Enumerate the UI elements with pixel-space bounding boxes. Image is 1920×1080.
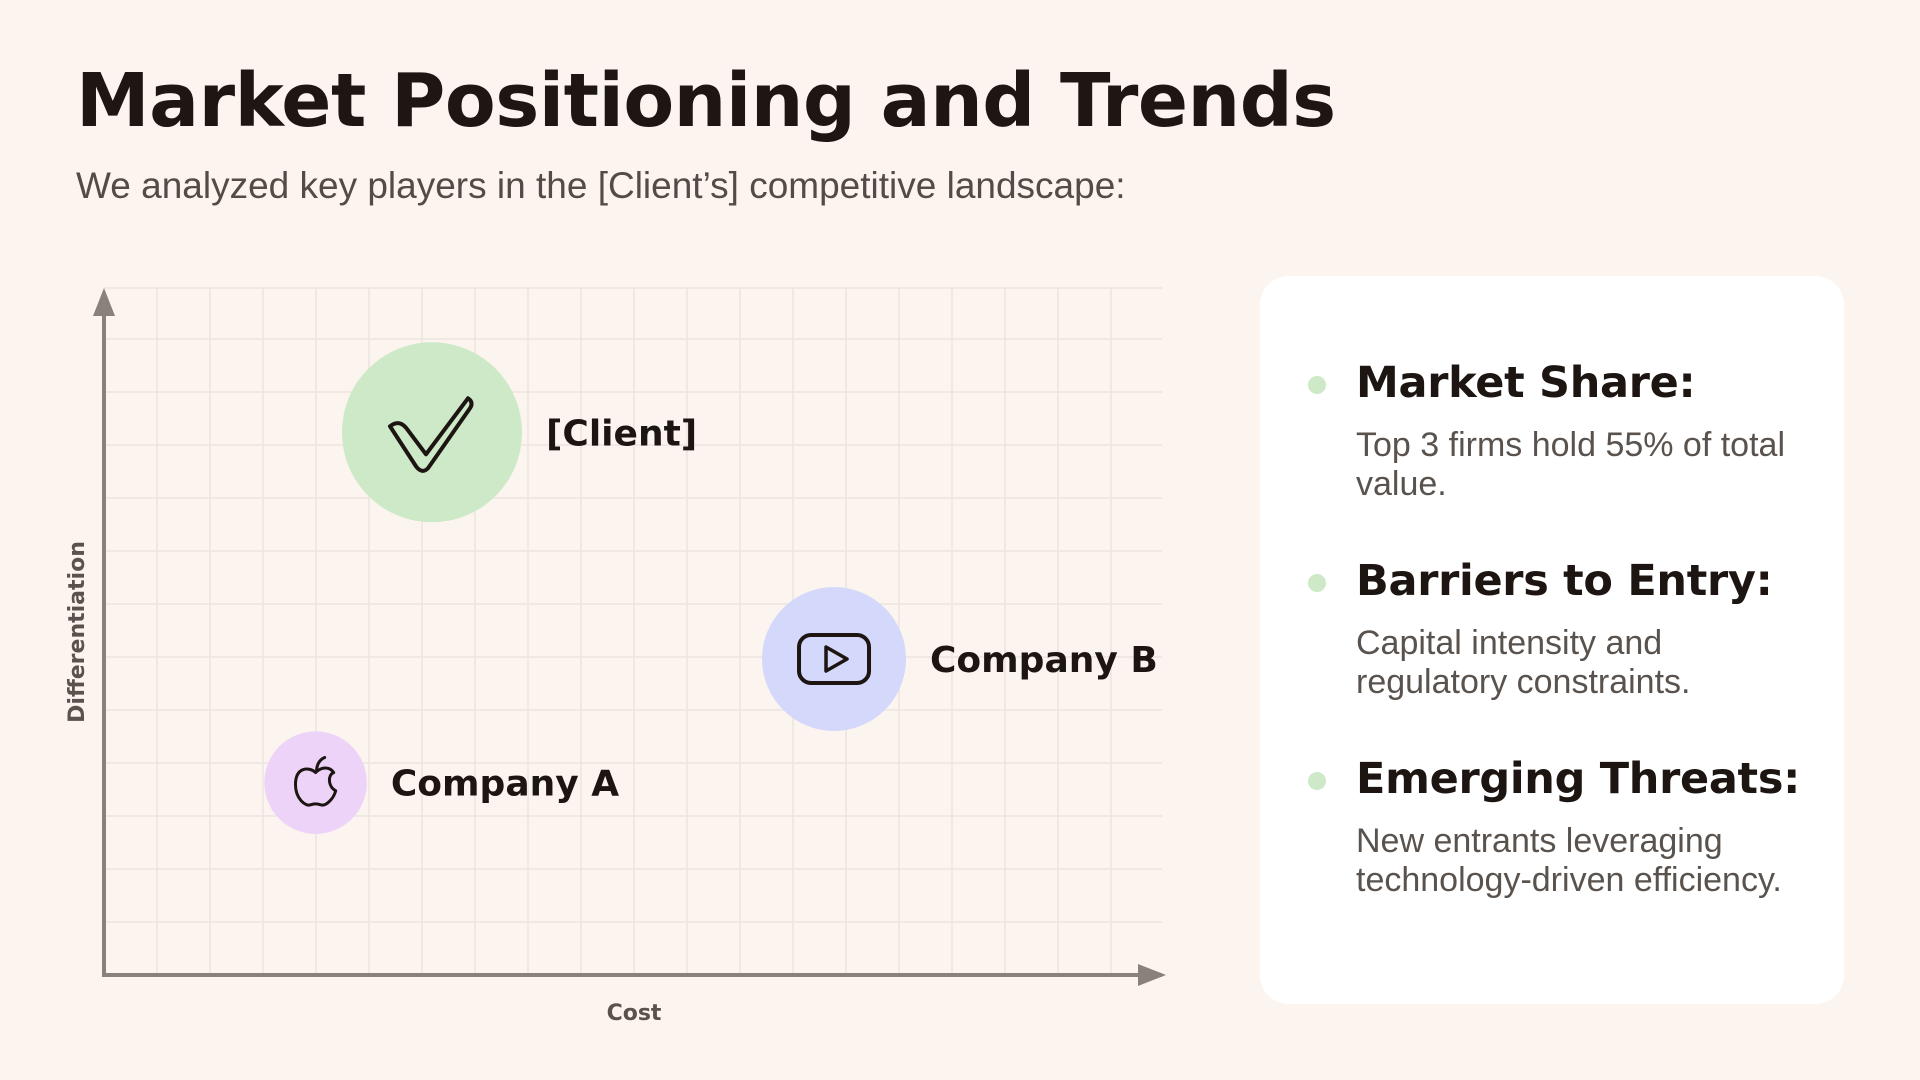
data-point: Company A: [264, 731, 619, 834]
x-axis-label: Cost: [607, 1001, 662, 1026]
x-axis-arrow: [1138, 964, 1166, 986]
apple-leaf: [315, 755, 327, 772]
bubble-1: [762, 586, 907, 731]
insights-card: Market Share: Top 3 firms hold 55% of to…: [1260, 276, 1844, 1004]
chart-grid: [104, 287, 1162, 975]
play-button-triangle: [824, 645, 849, 673]
apple-icon: [293, 755, 338, 807]
bullet-dot: [1308, 772, 1326, 790]
y-axis-arrow: [93, 288, 115, 316]
insight-market-share: Market Share: Top 3 firms hold 55% of to…: [1308, 358, 1804, 504]
insight-text: Top 3 firms hold 55% of total value.: [1356, 426, 1786, 503]
page-title: Market Positioning and Trends: [76, 58, 1336, 144]
insight-heading: Barriers to Entry:: [1356, 556, 1773, 606]
insight-emerging-threats: Emerging Threats: New entrants leveragin…: [1308, 754, 1804, 900]
bullet-dot: [1308, 376, 1326, 394]
point-label: [Client]: [546, 413, 697, 454]
insight-heading: Market Share:: [1356, 358, 1696, 408]
data-points: [Client] Company B Company A: [264, 342, 1158, 834]
checkmark-shape: [387, 396, 474, 473]
bubble-0: [341, 342, 522, 523]
page-subtitle: We analyzed key players in the [Client’s…: [76, 165, 1126, 206]
insight-barriers-to-entry: Barriers to Entry: Capital intensity and…: [1308, 556, 1804, 702]
insight-heading: Emerging Threats:: [1356, 754, 1801, 804]
insight-text: Capital intensity and regulatory constra…: [1356, 624, 1691, 701]
y-axis-label: Differentiation: [65, 541, 90, 723]
data-point: [Client]: [341, 342, 697, 523]
positioning-chart: Cost Differentiation [Client] Company B Co…: [52, 280, 1182, 1040]
bullet-dot: [1308, 574, 1326, 592]
play-button-frame: [797, 632, 872, 685]
chart-axes: [93, 288, 1166, 986]
bubble-2: [264, 731, 367, 834]
insight-text: New entrants leveraging technology-drive…: [1356, 822, 1782, 899]
point-label: Company A: [391, 764, 619, 805]
checkmark-icon: [387, 396, 474, 473]
apple-body: [293, 766, 338, 807]
data-point: Company B: [762, 586, 1158, 731]
chart-canvas: Cost Differentiation [Client] Company B Co…: [65, 287, 1166, 1026]
point-label: Company B: [930, 640, 1158, 681]
play-button-icon: [797, 632, 872, 685]
